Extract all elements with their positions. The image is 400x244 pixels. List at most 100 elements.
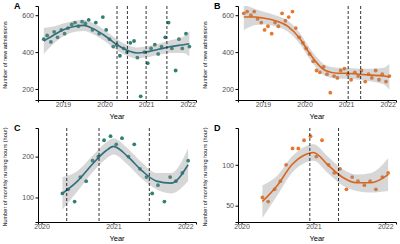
point — [280, 11, 284, 15]
y-tick: 100 — [22, 194, 38, 201]
point — [309, 134, 313, 138]
x-tick: 2020 — [34, 222, 50, 230]
y-tick-label: 600 — [222, 12, 234, 19]
y-axis-title: Number of monthly nursing hours (hour) — [202, 127, 208, 226]
fit-line — [244, 17, 390, 77]
x-tick-label: 2020 — [34, 223, 50, 230]
y-tick-mark — [236, 52, 239, 53]
plot-area — [242, 6, 391, 100]
y-tick-mark — [36, 52, 39, 53]
panel-title: C — [14, 123, 21, 133]
reference-line — [146, 6, 147, 100]
plot-area — [261, 128, 390, 222]
point — [73, 200, 77, 204]
y-tick: 200 — [22, 86, 38, 93]
y-axis-title: Number of new admissions — [2, 21, 8, 89]
point — [291, 10, 295, 14]
y-tick-mark — [36, 157, 39, 158]
panel: 2019 2020 2021 2022 200 400 600A Year Number of … — [2, 1, 197, 121]
y-tick-label: 50 — [226, 202, 234, 209]
point — [302, 138, 306, 142]
x-axis-title: Year — [109, 234, 125, 243]
y-tick: 400 — [222, 49, 238, 56]
plot-area — [42, 6, 191, 100]
x-tick: 2019 — [56, 100, 72, 108]
point — [120, 136, 124, 140]
point — [128, 41, 132, 45]
panel: 2019 2020 2021 2022 200 400 600B Year Number of … — [202, 1, 397, 121]
y-tick-label: 200 — [22, 86, 34, 93]
x-tick-label: 2021 — [106, 223, 122, 230]
point — [101, 15, 105, 19]
y-tick-label: 100 — [22, 194, 34, 201]
y-tick-label: 400 — [22, 49, 34, 56]
x-axis: 2019 2020 2021 2022 — [239, 100, 397, 108]
point — [263, 28, 267, 32]
x-tick-label: 2022 — [180, 101, 196, 108]
y-axis-title: Number of new admissions — [202, 21, 208, 89]
reference-line — [309, 128, 310, 222]
y-tick-mark — [36, 197, 39, 198]
plot-area — [61, 128, 190, 222]
y-tick: 400 — [22, 49, 38, 56]
y-tick-label: 200 — [222, 86, 234, 93]
fit-line — [262, 153, 388, 202]
point — [102, 138, 106, 142]
x-tick: 2022 — [378, 222, 394, 230]
reference-line — [127, 6, 128, 100]
y-tick: 600 — [222, 12, 238, 19]
x-axis-title: Year — [109, 112, 125, 121]
x-tick: 2022 — [380, 100, 396, 108]
reference-line — [166, 6, 167, 100]
x-tick-label: 2019 — [256, 101, 272, 108]
reference-line — [117, 6, 118, 100]
x-axis-title: Year — [309, 234, 325, 243]
panel-title: A — [14, 1, 21, 11]
point — [118, 54, 122, 58]
y-axis-line — [236, 129, 239, 223]
y-axis: 50 100 — [222, 129, 238, 223]
x-tick: 2020 — [297, 100, 313, 108]
point — [132, 39, 136, 43]
point — [109, 134, 113, 138]
x-axis: 2019 2020 2021 2022 — [39, 100, 197, 108]
point — [163, 200, 167, 204]
reference-line — [149, 128, 150, 222]
y-tick: 600 — [22, 12, 38, 19]
y-tick-mark — [236, 206, 239, 207]
point — [270, 32, 274, 36]
y-tick: 100 — [222, 162, 238, 169]
panel-title: B — [214, 1, 221, 11]
y-tick-mark — [36, 15, 39, 16]
x-tick-label: 2020 — [297, 101, 313, 108]
confidence-band — [62, 138, 188, 210]
y-axis-line — [36, 7, 39, 101]
x-tick: 2019 — [256, 100, 272, 108]
x-tick-label: 2019 — [56, 101, 72, 108]
y-axis-title: Number of monthly nursing hours (hour) — [2, 127, 8, 226]
y-tick-label: 200 — [22, 153, 34, 160]
figure: 2019202020212022200400600AYearNumber of … — [0, 0, 400, 244]
reference-line — [338, 128, 339, 222]
panel: 20202021202250100DYearNumber of monthly … — [202, 123, 397, 243]
x-tick-label: 2022 — [378, 223, 394, 230]
x-tick: 2021 — [306, 222, 322, 230]
x-tick: 2021 — [339, 100, 355, 108]
confidence-band — [44, 20, 190, 59]
fit-line — [44, 25, 190, 53]
x-axis: 202020212022 — [234, 222, 396, 230]
x-tick-label: 2022 — [178, 223, 194, 230]
point — [291, 147, 295, 151]
y-tick-label: 400 — [222, 49, 234, 56]
y-tick-label: 600 — [22, 12, 34, 19]
reference-line — [360, 6, 361, 100]
y-tick-mark — [236, 165, 239, 166]
x-tick-label: 2021 — [306, 223, 322, 230]
x-tick-label: 2020 — [97, 101, 113, 108]
x-tick-label: 2021 — [139, 101, 155, 108]
x-tick: 2022 — [180, 100, 196, 108]
x-axis-title: Year — [309, 112, 325, 121]
point — [320, 138, 324, 142]
y-tick-mark — [236, 89, 239, 90]
x-tick: 2021 — [139, 100, 155, 108]
